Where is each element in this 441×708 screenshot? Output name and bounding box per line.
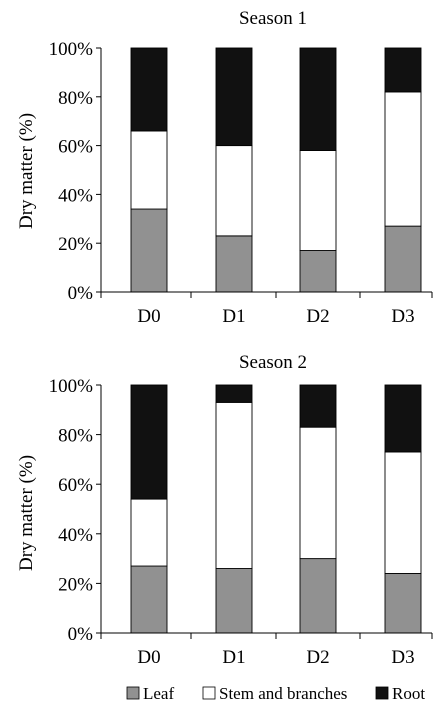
bar-segment-stem-d3 [384, 91, 422, 227]
bar-segment-leaf-d0 [130, 208, 168, 293]
bar-segment-root-d2 [299, 47, 337, 151]
bar-segment-leaf-d2 [299, 558, 337, 634]
bar-segment-root-d0 [130, 47, 168, 132]
bar-segment-leaf-d2 [299, 250, 337, 293]
legend: Leaf Stem and branches Root [126, 684, 425, 703]
x-tick-label: D0 [137, 306, 160, 327]
x-tick-label: D2 [306, 306, 329, 327]
x-tick-label: D1 [222, 306, 245, 327]
chart-title: Season 2 [239, 352, 307, 373]
legend-label-root: Root [392, 684, 425, 703]
bar-segment-stem-d2 [299, 150, 337, 251]
x-tick-label: D3 [391, 306, 414, 327]
axes-layer: 0% 20% 40% 60% 80% 100% D0 D1 D2 D3 [49, 39, 433, 327]
x-tick-label: D0 [137, 647, 160, 668]
y-tick-label: 80% [58, 426, 93, 447]
bar-segment-stem-d0 [130, 498, 168, 567]
bar-segment-root-d0 [130, 384, 168, 500]
axes-layer: 0% 20% 40% 60% 80% 100% D0 D1 D2 D3 [49, 376, 433, 668]
y-tick-label: 100% [49, 376, 94, 397]
y-tick-label: 0% [68, 283, 94, 304]
bar-segment-stem-d3 [384, 451, 422, 574]
chart-season-2: Season 2 Dry matter (%) 0% 20% 40% 60% 80% 10… [16, 352, 433, 668]
bar-segment-stem-d0 [130, 130, 168, 210]
bar-segment-leaf-d3 [384, 573, 422, 634]
y-tick-label: 60% [58, 475, 93, 496]
y-axis-label: Dry matter (%) [16, 113, 37, 229]
bar-segment-root-d2 [299, 384, 337, 428]
y-tick-label: 20% [58, 574, 93, 595]
bar-segment-root-d3 [384, 384, 422, 453]
bar-segment-root-d1 [215, 47, 253, 147]
y-tick-label: 100% [49, 39, 94, 60]
y-axis-label: Dry matter (%) [16, 455, 37, 571]
x-tick-label: D2 [306, 647, 329, 668]
legend-swatch-stem [202, 686, 216, 700]
y-tick-label: 40% [58, 185, 93, 206]
y-tick-label: 60% [58, 137, 93, 158]
bar-segment-stem-d1 [215, 145, 253, 237]
x-tick-label: D3 [391, 647, 414, 668]
legend-swatch-root [375, 686, 389, 700]
y-tick-label: 0% [68, 624, 94, 645]
bar-segment-leaf-d1 [215, 235, 253, 293]
legend-label-leaf: Leaf [143, 684, 174, 703]
legend-swatch-leaf [126, 686, 140, 700]
bar-segment-stem-d2 [299, 426, 337, 560]
y-tick-label: 20% [58, 234, 93, 255]
bar-segment-stem-d1 [215, 401, 253, 569]
bar-segment-leaf-d1 [215, 568, 253, 634]
bar-segment-leaf-d0 [130, 565, 168, 634]
bars-layer [130, 47, 422, 293]
y-tick-label: 40% [58, 525, 93, 546]
bar-segment-root-d1 [215, 384, 253, 403]
bars-layer [130, 384, 422, 634]
bar-segment-root-d3 [384, 47, 422, 93]
x-tick-label: D1 [222, 647, 245, 668]
chart-season-1: Season 1 Dry matter (%) 0% 20% 40% 60% 80% 10… [16, 8, 433, 327]
y-tick-label: 80% [58, 88, 93, 109]
bar-segment-leaf-d3 [384, 225, 422, 293]
chart-title: Season 1 [239, 8, 307, 29]
legend-label-stem: Stem and branches [219, 684, 347, 703]
